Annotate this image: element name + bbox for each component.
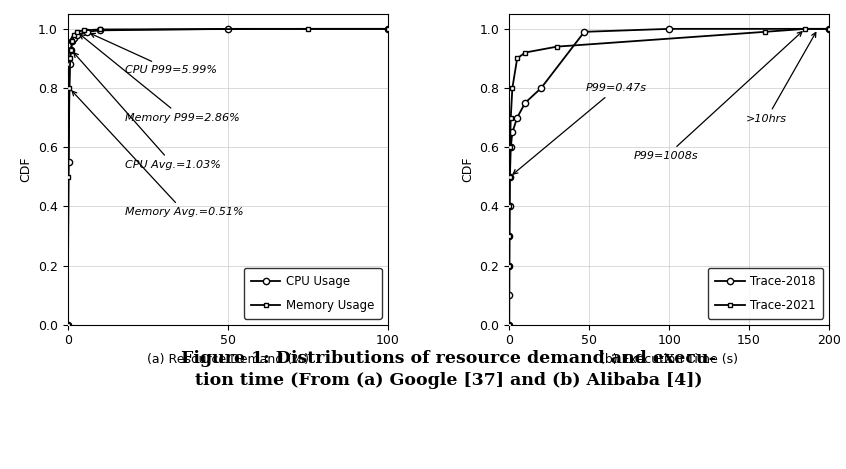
Memory Usage xyxy=(79,28,89,33)
Text: >10hrs: >10hrs xyxy=(746,32,816,124)
CPU Usage xyxy=(66,47,76,53)
Trace-2018 xyxy=(664,26,674,32)
Legend: Trace-2018, Trace-2021: Trace-2018, Trace-2021 xyxy=(708,268,823,319)
Text: CPU P99=5.99%: CPU P99=5.99% xyxy=(91,33,217,76)
Trace-2018 xyxy=(824,26,834,32)
Trace-2018 xyxy=(580,29,590,35)
CPU Usage xyxy=(82,29,92,35)
Line: Trace-2018: Trace-2018 xyxy=(506,26,832,328)
Memory Usage xyxy=(95,27,105,32)
CPU Usage xyxy=(72,32,82,38)
Memory Usage xyxy=(64,85,74,91)
Text: Memory Avg.=0.51%: Memory Avg.=0.51% xyxy=(72,91,244,217)
Legend: CPU Usage, Memory Usage: CPU Usage, Memory Usage xyxy=(244,268,382,319)
Trace-2018 xyxy=(508,129,518,135)
Trace-2021 xyxy=(824,26,834,32)
Memory Usage xyxy=(63,174,74,180)
Trace-2018 xyxy=(505,174,515,180)
Trace-2021 xyxy=(504,174,514,180)
CPU Usage xyxy=(63,159,74,165)
Trace-2021 xyxy=(508,85,518,91)
Trace-2018 xyxy=(504,233,514,239)
Memory Usage xyxy=(303,26,313,32)
CPU Usage xyxy=(64,61,74,67)
CPU Usage xyxy=(68,38,78,44)
Trace-2021 xyxy=(504,322,514,327)
Memory Usage xyxy=(68,38,78,44)
Trace-2021 xyxy=(512,56,522,61)
Trace-2021 xyxy=(800,26,810,32)
X-axis label: (b) Execution Time (s): (b) Execution Time (s) xyxy=(600,353,738,366)
Memory Usage xyxy=(63,322,73,327)
Y-axis label: CDF: CDF xyxy=(19,157,32,182)
Line: CPU Usage: CPU Usage xyxy=(64,26,391,328)
Trace-2021 xyxy=(760,29,770,35)
Memory Usage xyxy=(382,26,393,32)
Trace-2021 xyxy=(520,50,530,55)
Trace-2018 xyxy=(504,204,514,209)
Trace-2021 xyxy=(504,263,514,268)
CPU Usage xyxy=(382,26,393,32)
CPU Usage xyxy=(69,35,80,40)
Trace-2018 xyxy=(504,263,514,268)
CPU Usage xyxy=(63,322,73,327)
Text: P99=0.47s: P99=0.47s xyxy=(514,83,647,174)
Line: Memory Usage: Memory Usage xyxy=(64,26,391,328)
Memory Usage xyxy=(69,32,80,38)
Text: Figure 1: Distributions of resource demand and execu-
tion time (From (a) Google: Figure 1: Distributions of resource dema… xyxy=(181,350,716,389)
Trace-2018 xyxy=(506,144,516,150)
Trace-2018 xyxy=(536,85,547,91)
Text: CPU Avg.=1.03%: CPU Avg.=1.03% xyxy=(74,53,221,170)
Trace-2018 xyxy=(504,322,514,327)
Trace-2018 xyxy=(504,292,514,298)
Trace-2021 xyxy=(552,44,563,49)
Text: P99=1008s: P99=1008s xyxy=(634,32,802,161)
Trace-2021 xyxy=(504,233,514,239)
Text: Memory P99=2.86%: Memory P99=2.86% xyxy=(80,34,240,122)
CPU Usage xyxy=(222,26,233,32)
Trace-2021 xyxy=(506,115,516,121)
X-axis label: (a) Resource Demand (%): (a) Resource Demand (%) xyxy=(146,353,309,366)
Memory Usage xyxy=(72,29,82,35)
Trace-2021 xyxy=(504,204,514,209)
Memory Usage xyxy=(66,47,76,53)
Line: Trace-2021: Trace-2021 xyxy=(506,26,832,328)
Memory Usage xyxy=(65,56,75,61)
Trace-2018 xyxy=(520,100,530,106)
Trace-2018 xyxy=(512,115,522,121)
Y-axis label: CDF: CDF xyxy=(461,157,474,182)
CPU Usage xyxy=(95,28,105,33)
Trace-2021 xyxy=(505,144,515,150)
